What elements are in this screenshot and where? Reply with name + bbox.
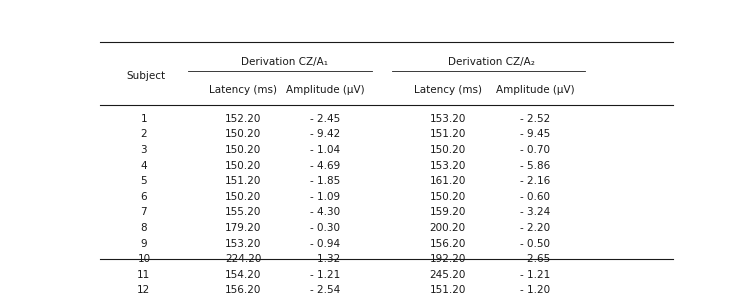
Text: 156.20: 156.20 — [225, 285, 262, 295]
Text: 179.20: 179.20 — [225, 223, 262, 233]
Text: 150.20: 150.20 — [225, 129, 262, 139]
Text: 153.20: 153.20 — [430, 160, 466, 170]
Text: 154.20: 154.20 — [225, 270, 262, 280]
Text: 12: 12 — [137, 285, 151, 295]
Text: - 1.04: - 1.04 — [310, 145, 340, 155]
Text: 161.20: 161.20 — [430, 176, 466, 186]
Text: - 2.54: - 2.54 — [310, 285, 340, 295]
Text: - 0.30: - 0.30 — [310, 223, 340, 233]
Text: 151.20: 151.20 — [430, 129, 466, 139]
Text: 150.20: 150.20 — [225, 160, 262, 170]
Text: 245.20: 245.20 — [430, 270, 466, 280]
Text: 159.20: 159.20 — [430, 207, 466, 217]
Text: - 1.21: - 1.21 — [520, 270, 550, 280]
Text: - 2.16: - 2.16 — [520, 176, 550, 186]
Text: 152.20: 152.20 — [225, 114, 262, 124]
Text: - 0.94: - 0.94 — [310, 239, 340, 249]
Text: Derivation CZ/A₁: Derivation CZ/A₁ — [241, 57, 328, 67]
Text: - 0.50: - 0.50 — [520, 239, 550, 249]
Text: 11: 11 — [137, 270, 151, 280]
Text: Derivation CZ/A₂: Derivation CZ/A₂ — [448, 57, 535, 67]
Text: 155.20: 155.20 — [225, 207, 262, 217]
Text: 200.20: 200.20 — [430, 223, 466, 233]
Text: - 0.60: - 0.60 — [520, 192, 550, 202]
Text: - 2.20: - 2.20 — [520, 223, 550, 233]
Text: - 4.69: - 4.69 — [310, 160, 340, 170]
Text: 150.20: 150.20 — [430, 192, 466, 202]
Text: 192.20: 192.20 — [430, 254, 466, 264]
Text: 5: 5 — [140, 176, 147, 186]
Text: - 2.45: - 2.45 — [310, 114, 340, 124]
Text: 150.20: 150.20 — [430, 145, 466, 155]
Text: 151.20: 151.20 — [430, 285, 466, 295]
Text: - 1.21: - 1.21 — [310, 270, 340, 280]
Text: Amplitude (μV): Amplitude (μV) — [286, 85, 364, 95]
Text: - 5.86: - 5.86 — [520, 160, 550, 170]
Text: Subject: Subject — [127, 71, 166, 81]
Text: - 3.24: - 3.24 — [520, 207, 550, 217]
Text: Amplitude (μV): Amplitude (μV) — [496, 85, 575, 95]
Text: - 9.45: - 9.45 — [520, 129, 550, 139]
Text: 151.20: 151.20 — [225, 176, 262, 186]
Text: 7: 7 — [140, 207, 147, 217]
Text: - 9.42: - 9.42 — [310, 129, 340, 139]
Text: - 0.70: - 0.70 — [520, 145, 550, 155]
Text: 2: 2 — [140, 129, 147, 139]
Text: - 2.52: - 2.52 — [520, 114, 550, 124]
Text: - 1.32: - 1.32 — [310, 254, 340, 264]
Text: 6: 6 — [140, 192, 147, 202]
Text: Latency (ms): Latency (ms) — [414, 85, 482, 95]
Text: - 1.85: - 1.85 — [310, 176, 340, 186]
Text: 4: 4 — [140, 160, 147, 170]
Text: 156.20: 156.20 — [430, 239, 466, 249]
Text: 150.20: 150.20 — [225, 145, 262, 155]
Text: 10: 10 — [137, 254, 151, 264]
Text: - 1.09: - 1.09 — [310, 192, 340, 202]
Text: 153.20: 153.20 — [225, 239, 262, 249]
Text: 1: 1 — [140, 114, 147, 124]
Text: - 2.65: - 2.65 — [520, 254, 550, 264]
Text: 3: 3 — [140, 145, 147, 155]
Text: - 4.30: - 4.30 — [310, 207, 340, 217]
Text: Latency (ms): Latency (ms) — [210, 85, 277, 95]
Text: 224.20: 224.20 — [225, 254, 262, 264]
Text: - 1.20: - 1.20 — [520, 285, 550, 295]
Text: 8: 8 — [140, 223, 147, 233]
Text: 153.20: 153.20 — [430, 114, 466, 124]
Text: 150.20: 150.20 — [225, 192, 262, 202]
Text: 9: 9 — [140, 239, 147, 249]
